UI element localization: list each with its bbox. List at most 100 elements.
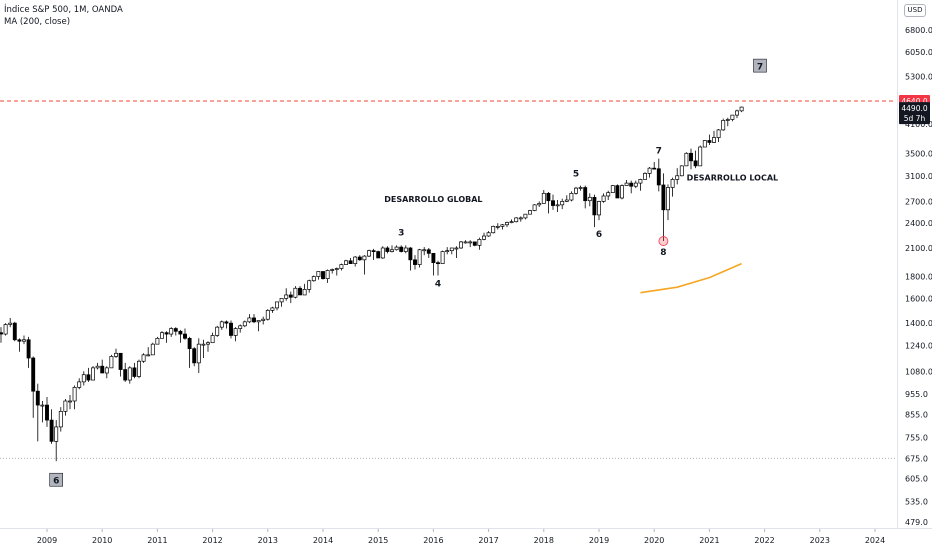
candle	[137, 359, 141, 379]
candle-body	[702, 140, 707, 148]
candle-body	[647, 167, 652, 174]
candle-body	[698, 146, 703, 167]
candle	[22, 335, 26, 345]
candle	[624, 180, 629, 186]
candle-body	[72, 387, 77, 402]
candle	[716, 128, 721, 142]
candle-body	[118, 352, 123, 370]
candle-body	[610, 185, 615, 194]
candle	[739, 106, 744, 113]
price-tick-label: 535.0	[905, 498, 928, 507]
candle-body	[716, 129, 721, 138]
candle	[284, 288, 289, 301]
candle-body	[12, 322, 17, 341]
annotation-label: 3	[398, 228, 404, 238]
candle	[592, 194, 597, 228]
candle-body	[445, 250, 450, 252]
candle-body	[574, 187, 578, 194]
candle	[12, 321, 17, 342]
time-tick-label: 2024	[865, 536, 885, 545]
candle	[357, 255, 362, 261]
candle-body	[219, 321, 224, 328]
candle	[684, 152, 689, 167]
candle	[252, 314, 256, 324]
candle	[449, 247, 454, 255]
candle	[408, 247, 413, 271]
candle	[187, 336, 192, 368]
candle-body	[592, 196, 597, 216]
candle-body	[0, 332, 3, 335]
annotation: 4	[435, 279, 441, 289]
candle	[693, 150, 698, 169]
candle	[192, 347, 197, 367]
candle	[201, 339, 206, 359]
candle-body	[449, 247, 454, 251]
candle	[35, 383, 40, 442]
candle	[638, 178, 643, 191]
candle-body	[624, 182, 629, 186]
candle-body	[238, 325, 243, 329]
candle	[615, 184, 620, 199]
time-tick-label: 2011	[147, 536, 167, 545]
candle-body	[8, 322, 13, 325]
candle	[675, 168, 680, 185]
candle	[164, 331, 169, 343]
price-tick-label: 755.0	[905, 434, 928, 443]
candle-body	[17, 339, 22, 342]
symbol-title[interactable]: Índice S&P 500, 1M, OANDA	[4, 5, 123, 15]
candle	[523, 213, 528, 220]
candle	[679, 165, 684, 177]
candle	[100, 359, 105, 374]
candle-body	[3, 324, 8, 335]
candle	[150, 342, 155, 356]
candle	[514, 217, 519, 223]
annotation-label: 6	[53, 477, 59, 487]
candle-body	[275, 301, 279, 309]
annotation-box	[49, 472, 64, 487]
ma-line	[640, 262, 742, 294]
candle	[730, 114, 735, 122]
annotation-label: DESARROLLO GLOBAL	[384, 195, 482, 204]
time-tick-label: 2014	[313, 536, 333, 545]
candle	[725, 117, 730, 127]
candle-body	[601, 195, 606, 202]
candle	[183, 328, 187, 340]
candle-body	[472, 241, 477, 246]
candle	[330, 268, 335, 274]
candle	[169, 327, 174, 337]
candle	[670, 177, 675, 197]
candle-body	[408, 247, 413, 261]
candle	[275, 301, 279, 311]
candle-body	[482, 235, 486, 240]
candle	[371, 248, 376, 260]
time-tick-label: 2021	[699, 536, 719, 545]
candle-body	[454, 247, 459, 250]
candle	[339, 263, 344, 271]
candle-body	[279, 298, 284, 303]
candle-body	[114, 352, 118, 357]
candle-body	[173, 328, 178, 332]
candle-body	[123, 369, 128, 381]
candle	[491, 225, 496, 234]
candle	[344, 259, 348, 265]
current-tag-price: 4490.0	[901, 104, 927, 113]
candle	[26, 336, 31, 368]
time-tick-label: 2023	[810, 536, 830, 545]
candle	[293, 286, 298, 299]
price-tick-label: 6800.0	[905, 26, 932, 35]
price-tick-label: 1400.0	[905, 319, 932, 328]
candle-body	[518, 217, 523, 220]
candle-body	[422, 249, 427, 252]
horizontal-levels	[0, 100, 896, 459]
candle	[486, 231, 491, 237]
candle-body	[394, 246, 399, 251]
candle-body	[367, 250, 371, 257]
currency-button[interactable]: USD	[904, 4, 926, 17]
candle	[229, 320, 233, 339]
indicator-title[interactable]: MA (200, close)	[4, 17, 71, 27]
candle	[735, 109, 739, 119]
annotation: 6	[49, 472, 64, 487]
